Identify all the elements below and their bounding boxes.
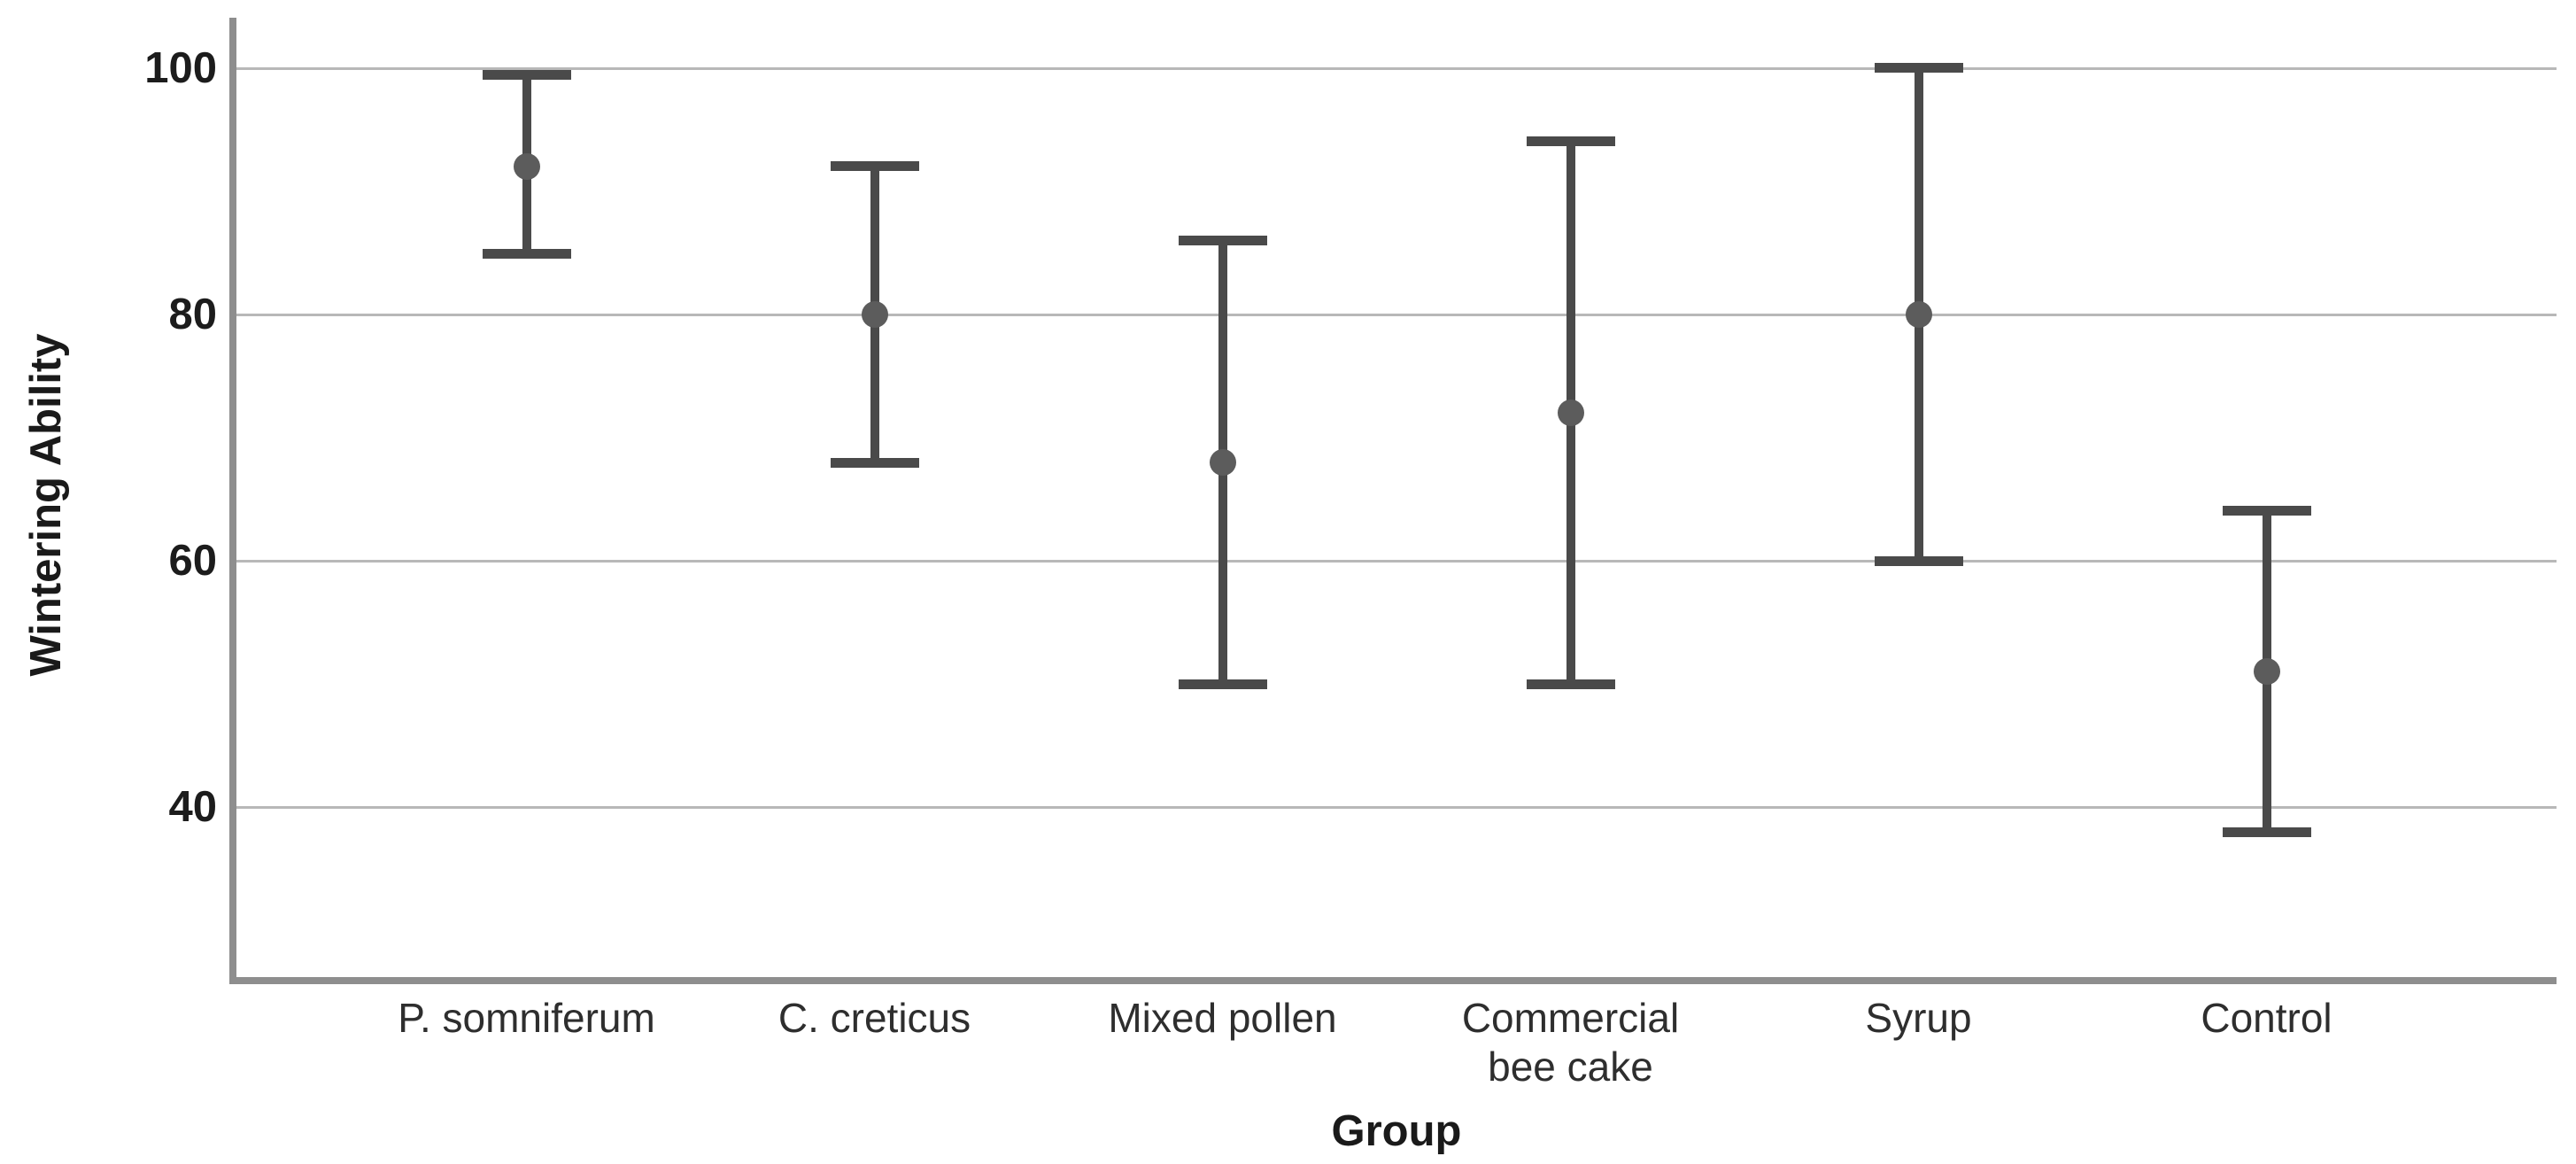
error-bar-cap-top	[1178, 235, 1267, 245]
gridline-40	[236, 805, 2557, 809]
error-bar-cap-top	[1874, 63, 1963, 73]
error-bar-cap-bottom	[1178, 679, 1267, 689]
x-category-label: P. somniferum	[398, 995, 655, 1041]
error-bar-cap-bottom	[1874, 556, 1963, 566]
y-tick-label-80: 80	[168, 291, 217, 338]
error-bar-cap-bottom	[830, 457, 919, 468]
x-category-label: Syrup	[1865, 995, 1972, 1041]
error-bar-cap-top	[482, 70, 571, 81]
x-category-label: Commercial bee cake	[1461, 995, 1680, 1090]
error-bar-cap-bottom	[1526, 679, 1615, 689]
error-bar-cap-top	[830, 161, 919, 172]
gridline-100	[236, 66, 2557, 70]
error-bar-cap-bottom	[482, 248, 571, 259]
gridline-60	[236, 559, 2557, 563]
mean-marker	[1905, 301, 1932, 328]
x-category-label: Control	[2201, 995, 2332, 1041]
y-tick-label-100: 100	[144, 44, 217, 92]
error-bar-cap-bottom	[2222, 826, 2311, 837]
gridline-80	[236, 313, 2557, 316]
x-category-label: C. creticus	[777, 995, 971, 1041]
y-axis-line	[229, 18, 236, 982]
mean-marker	[1557, 400, 1584, 427]
x-axis-title: Group	[1331, 1107, 1462, 1155]
y-tick-label-60: 60	[168, 537, 217, 585]
error-bar-cap-top	[2222, 506, 2311, 516]
error-bar-cap-top	[1526, 136, 1615, 147]
mean-marker	[1209, 448, 1236, 476]
x-axis-line	[229, 977, 2557, 984]
mean-marker	[861, 301, 888, 328]
x-category-label: Mixed pollen	[1108, 995, 1337, 1041]
mean-marker	[513, 153, 540, 181]
mean-marker	[2253, 658, 2280, 686]
y-tick-label-40: 40	[168, 783, 217, 831]
